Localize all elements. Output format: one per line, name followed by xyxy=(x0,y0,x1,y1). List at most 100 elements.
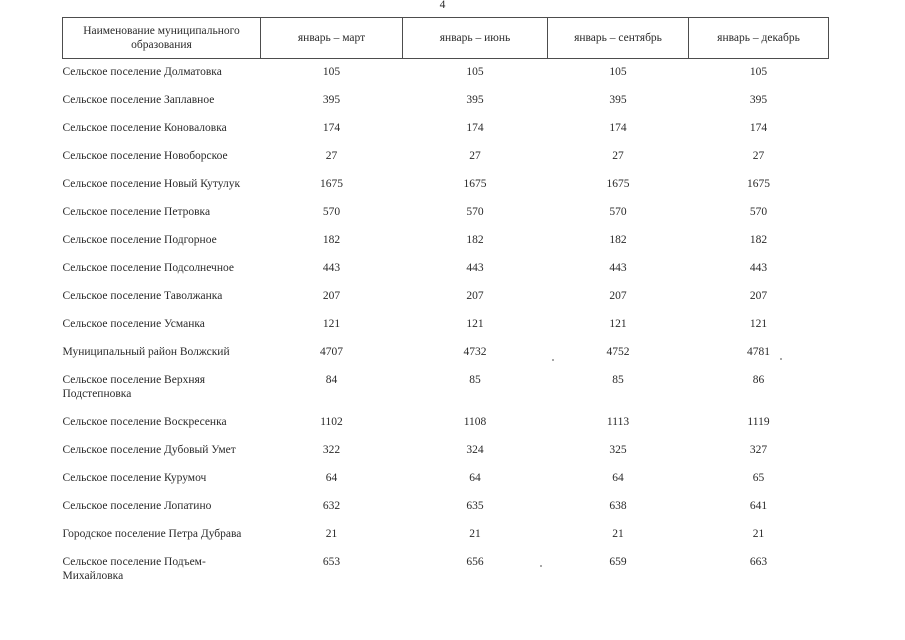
value-cell: 121 xyxy=(322,318,341,330)
value-cell: 4732 xyxy=(463,346,487,358)
municipality-name: Сельское поселение Таволжанка xyxy=(62,290,223,302)
scan-artifact-dot xyxy=(552,359,554,361)
municipality-name: Сельское поселение Подгорное xyxy=(62,234,217,246)
table-row: Сельское поселение Коноваловка 174 174 174 1… xyxy=(63,115,829,143)
value-cell: 632 xyxy=(322,500,341,512)
value-cell: 85 xyxy=(469,374,481,386)
value-cell: 570 xyxy=(466,206,484,218)
municipality-name: Сельское поселение Дубовый Умет xyxy=(62,444,236,456)
value-cell: 182 xyxy=(322,234,341,246)
value-cell: 64 xyxy=(469,472,481,484)
table-header-row: Наименование муниципального образования … xyxy=(62,17,829,59)
table-row: Сельское поселение Подъем-Михайловка 653 6… xyxy=(63,549,829,591)
municipality-name: Сельское поселение Новый Кутулук xyxy=(62,178,241,190)
value-cell: 443 xyxy=(322,262,341,274)
table-row: Сельское поселение Новоборское 27 27 27 27 xyxy=(63,143,829,171)
value-cell: 27 xyxy=(469,150,481,162)
value-cell: 121 xyxy=(749,318,768,330)
column-header-jan-mar: январь – март xyxy=(260,17,403,59)
value-cell: 395 xyxy=(466,94,484,106)
value-cell: 443 xyxy=(749,262,768,274)
table-row: Сельское поселение Подсолнечное 443 443 443… xyxy=(63,255,829,283)
municipality-name: Сельское поселение Усманка xyxy=(62,318,205,330)
table-row: Сельское поселение Заплавное 395 395 395 395 xyxy=(63,87,829,115)
value-cell: 27 xyxy=(752,150,765,162)
municipality-name: Сельское поселение Новоборское xyxy=(62,150,228,162)
municipality-name: Сельское поселение Подсолнечное xyxy=(62,262,234,274)
value-cell: 105 xyxy=(322,66,341,78)
table-row: Сельское поселение Долматовка 105 105 105 10… xyxy=(63,59,829,88)
value-cell: 653 xyxy=(322,556,341,568)
municipality-name: Муниципальный район Волжский xyxy=(62,346,230,358)
table-row: Сельское поселение Курумоч 64 64 64 65 xyxy=(63,465,829,493)
column-header-jan-dec: январь – декабрь xyxy=(688,17,829,59)
value-cell: 105 xyxy=(466,66,484,78)
value-cell: 27 xyxy=(325,150,338,162)
value-cell: 207 xyxy=(749,290,768,302)
value-cell: 21 xyxy=(612,528,624,540)
value-cell: 1675 xyxy=(463,178,487,190)
value-cell: 659 xyxy=(609,556,627,568)
value-cell: 174 xyxy=(322,122,341,134)
value-cell: 570 xyxy=(322,206,341,218)
value-cell: 4752 xyxy=(606,346,630,358)
table-row: Сельское поселение Подгорное 182 182 182 182 xyxy=(63,227,829,255)
value-cell: 4707 xyxy=(320,346,343,358)
value-cell: 443 xyxy=(466,262,484,274)
municipality-name: Сельское поселение Коноваловка xyxy=(62,122,227,134)
value-cell: 174 xyxy=(749,122,768,134)
value-cell: 1675 xyxy=(747,178,770,190)
value-cell: 207 xyxy=(466,290,484,302)
value-cell: 570 xyxy=(749,206,768,218)
value-cell: 105 xyxy=(609,66,627,78)
table-row: Сельское поселение Новый Кутулук 1675 1675… xyxy=(63,171,829,199)
value-cell: 85 xyxy=(612,374,624,386)
value-cell: 638 xyxy=(609,500,627,512)
value-cell: 1675 xyxy=(320,178,343,190)
value-cell: 1113 xyxy=(606,416,630,428)
report-table: Наименование муниципального образования … xyxy=(62,17,829,591)
value-cell: 174 xyxy=(609,122,627,134)
value-cell: 207 xyxy=(609,290,627,302)
value-cell: 105 xyxy=(749,66,768,78)
value-cell: 21 xyxy=(469,528,481,540)
value-cell: 4781 xyxy=(747,346,770,358)
municipality-name: Сельское поселение Курумоч xyxy=(62,472,207,484)
value-cell: 207 xyxy=(322,290,341,302)
value-cell: 395 xyxy=(322,94,341,106)
table-row: Городское поселение Петра Дубрава 21 21 21 2… xyxy=(63,521,829,549)
table-row: Сельское поселение Дубовый Умет 322 324 325… xyxy=(63,437,829,465)
column-header-jan-sep: январь – сентябрь xyxy=(547,17,689,59)
value-cell: 395 xyxy=(609,94,627,106)
value-cell: 322 xyxy=(322,444,341,456)
value-cell: 182 xyxy=(609,234,627,246)
value-cell: 324 xyxy=(466,444,484,456)
value-cell: 443 xyxy=(609,262,627,274)
value-cell: 656 xyxy=(466,556,484,568)
scan-artifact-dot xyxy=(780,358,782,360)
value-cell: 1102 xyxy=(320,416,343,428)
value-cell: 174 xyxy=(466,122,484,134)
value-cell: 21 xyxy=(752,528,765,540)
municipality-name: Сельское поселение Верхняя Подстепновка xyxy=(62,374,206,400)
table-row: Сельское поселение Усманка 121 121 121 121 xyxy=(63,311,829,339)
value-cell: 84 xyxy=(325,374,338,386)
value-cell: 182 xyxy=(466,234,484,246)
table-row: Сельское поселение Лопатино 632 635 638 641 xyxy=(63,493,829,521)
value-cell: 570 xyxy=(609,206,627,218)
value-cell: 182 xyxy=(749,234,768,246)
municipality-name: Сельское поселение Воскресенка xyxy=(62,416,227,428)
table-body: Сельское поселение Долматовка 105 105 105 10… xyxy=(63,59,829,592)
value-cell: 27 xyxy=(612,150,624,162)
value-cell: 663 xyxy=(749,556,768,568)
value-cell: 65 xyxy=(752,472,765,484)
value-cell: 1119 xyxy=(747,416,770,428)
value-cell: 64 xyxy=(325,472,338,484)
value-cell: 64 xyxy=(612,472,624,484)
table-row: Сельское поселение Таволжанка 207 207 207 20… xyxy=(63,283,829,311)
value-cell: 395 xyxy=(749,94,768,106)
municipality-name: Городское поселение Петра Дубрава xyxy=(62,528,242,540)
value-cell: 325 xyxy=(609,444,627,456)
scan-artifact-dot xyxy=(540,565,542,567)
